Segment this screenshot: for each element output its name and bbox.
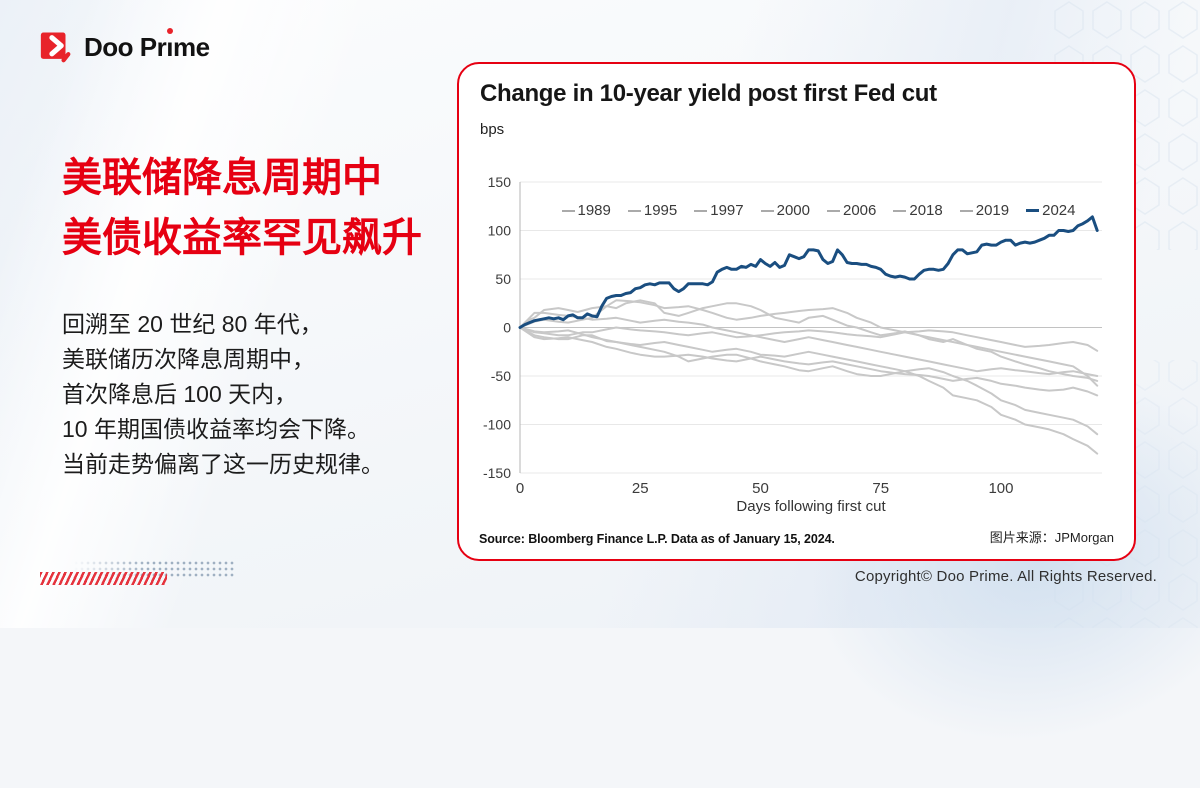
legend-item: 2000 — [760, 202, 810, 219]
svg-text:0: 0 — [516, 480, 524, 497]
logo-text-i: ı — [166, 31, 173, 62]
legend-dash-icon — [959, 209, 973, 212]
headline-line2: 美债收益率罕见飙升 — [62, 216, 422, 260]
body-text-line: 美联储历次降息周期中， — [62, 346, 315, 372]
body-text-line: 当前走势偏离了这一历史规律。 — [62, 451, 384, 477]
legend-dash-icon — [694, 209, 708, 212]
red-stripes-decoration — [40, 572, 167, 585]
svg-text:100: 100 — [988, 480, 1013, 497]
legend-label: 1995 — [643, 202, 678, 219]
chart-legend: 1989 1995 1997 2000 2006 2018 2019 2024 — [519, 202, 1118, 219]
y-axis-unit-label: bps — [480, 121, 505, 138]
body-text-line: 回溯至 20 世纪 80 年代， — [62, 311, 323, 337]
headline-line1: 美联储降息周期中 — [62, 156, 382, 200]
legend-dash-icon — [760, 209, 774, 212]
legend-item: 2006 — [827, 202, 876, 219]
x-axis-label: Days following first cut — [736, 498, 886, 515]
source-note: Source: Bloomberg Finance L.P. Data as o… — [479, 532, 835, 546]
card-footer: Source: Bloomberg Finance L.P. Data as o… — [479, 527, 1114, 546]
svg-text:-150: -150 — [483, 465, 511, 481]
legend-label: 2018 — [909, 202, 943, 219]
body-text-line: 10 年期国债收益率均会下降。 — [62, 416, 370, 442]
svg-text:25: 25 — [632, 480, 649, 497]
svg-text:0: 0 — [503, 320, 511, 336]
svg-text:50: 50 — [495, 271, 511, 287]
legend-dash-icon — [561, 209, 575, 212]
legend-label: 2019 — [975, 202, 1010, 219]
legend-dash-icon — [893, 209, 907, 212]
svg-text:100: 100 — [488, 223, 512, 239]
legend-label: 2006 — [843, 202, 877, 219]
body-text: 回溯至 20 世纪 80 年代， 美联储历次降息周期中， 首次降息后 100 天… — [62, 307, 384, 482]
legend-item: 2018 — [893, 202, 943, 219]
legend-label: 2000 — [776, 202, 810, 219]
svg-text:-50: -50 — [491, 368, 511, 384]
image-credit: 图片来源：JPMorgan — [989, 530, 1114, 545]
legend-label: 1997 — [710, 202, 744, 219]
legend-label: 2024 — [1042, 202, 1076, 219]
legend-item: 2024 — [1026, 202, 1076, 219]
svg-text:150: 150 — [488, 174, 512, 190]
logo-text-post: me — [172, 31, 210, 62]
body-text-line: 首次降息后 100 天内， — [62, 381, 298, 407]
doo-prime-logo: Doo Pr ı me — [40, 30, 210, 64]
logo-wordmark: Doo Pr ı me — [84, 32, 210, 63]
legend-label: 1989 — [577, 202, 611, 219]
promo-canvas: Doo Pr ı me 美联储降息周期中 美债收益率罕见飙升 回溯至 20 世纪 8… — [0, 0, 1200, 628]
legend-dash-icon — [1026, 209, 1040, 212]
legend-item: 2019 — [959, 202, 1010, 219]
chart-title: Change in 10-year yield post first Fed c… — [480, 80, 937, 107]
svg-text:50: 50 — [752, 480, 769, 497]
legend-item: 1995 — [627, 202, 678, 219]
legend-dash-icon — [827, 209, 840, 212]
legend-item: 1989 — [561, 202, 611, 219]
doo-prime-logo-icon — [40, 32, 71, 63]
logo-text-pre: Doo Pr — [84, 31, 167, 62]
legend-dash-icon — [627, 209, 641, 212]
svg-text:75: 75 — [872, 480, 889, 497]
copyright-text: Copyright© Doo Prime. All Rights Reserve… — [854, 568, 1157, 585]
svg-text:-100: -100 — [483, 417, 511, 433]
legend-item: 1997 — [694, 202, 744, 219]
headline: 美联储降息周期中 美债收益率罕见飙升 — [62, 148, 422, 268]
chart-card: Change in 10-year yield post first Fed c… — [457, 62, 1136, 561]
yield-chart-svg: 150 100 50 0 -50 -100 -150 0 25 50 75 100 — [483, 174, 1102, 497]
